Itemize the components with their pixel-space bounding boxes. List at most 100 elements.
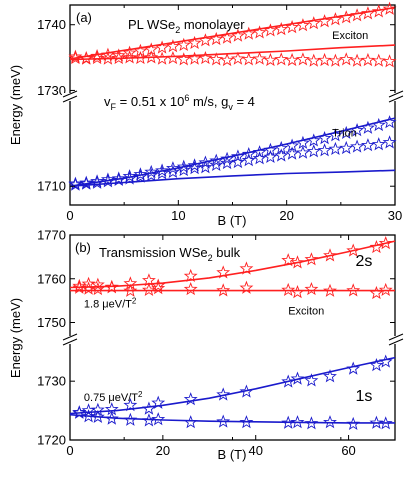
data-point xyxy=(187,51,202,65)
data-point xyxy=(369,239,384,254)
data-point xyxy=(382,115,397,129)
data-point xyxy=(378,354,393,368)
data-point xyxy=(378,236,393,250)
panel-a-xtick-label-0: 0 xyxy=(66,208,73,223)
data-point xyxy=(111,50,126,65)
data-point xyxy=(123,412,138,426)
data-point xyxy=(209,31,224,46)
data-point xyxy=(241,26,256,40)
data-point xyxy=(346,361,361,375)
panel-b-ylabel: Energy (meV) xyxy=(8,298,23,378)
data-point xyxy=(382,1,397,15)
data-point xyxy=(90,48,105,63)
data-point xyxy=(290,285,305,299)
data-point xyxy=(122,50,137,64)
data-point xyxy=(68,177,83,191)
data-point xyxy=(239,280,254,294)
panel-a-label: (a) xyxy=(76,10,92,25)
panel-b-series-label-1: Exciton xyxy=(288,306,324,318)
data-point xyxy=(81,276,96,290)
data-point xyxy=(230,149,245,163)
data-point xyxy=(90,281,105,296)
ann-g-sub: v xyxy=(228,102,233,112)
data-point xyxy=(165,39,180,53)
data-point xyxy=(382,54,397,68)
data-point xyxy=(144,164,159,179)
panel-b-series-label-2: 1s xyxy=(356,388,373,405)
panel-b-break-mark-right-2 xyxy=(388,338,404,346)
data-point xyxy=(239,261,254,275)
data-point xyxy=(369,415,384,429)
panel-b-ytick-label-0: 1720 xyxy=(37,433,66,448)
data-point xyxy=(133,169,148,183)
data-point xyxy=(133,50,148,65)
data-point xyxy=(323,248,337,262)
data-point xyxy=(241,147,256,161)
data-point xyxy=(252,151,267,165)
data-point xyxy=(304,252,319,266)
data-point xyxy=(263,23,278,37)
data-point xyxy=(274,22,289,36)
panel-b-series-label-0: 2s xyxy=(356,253,373,270)
panel-b-xtick-label-2: 40 xyxy=(248,443,262,458)
data-point xyxy=(155,163,170,177)
data-point xyxy=(79,50,94,65)
data-point xyxy=(111,48,126,62)
data-point xyxy=(306,144,321,158)
data-point xyxy=(328,141,343,156)
data-point xyxy=(350,8,365,22)
coef-unit: eV/T xyxy=(109,299,133,311)
data-point xyxy=(187,161,202,175)
panel-a-xlabel: B (T) xyxy=(218,213,247,228)
panel-a-fit-3 xyxy=(69,169,396,187)
data-point xyxy=(183,268,198,283)
data-point xyxy=(241,52,256,66)
coef-unit: eV/T xyxy=(115,392,139,404)
data-point xyxy=(378,416,393,430)
data-point xyxy=(371,4,386,18)
data-point xyxy=(141,282,156,297)
data-point xyxy=(328,53,343,67)
data-point xyxy=(290,255,305,269)
data-point xyxy=(72,278,87,293)
panel-a-series-1 xyxy=(68,50,397,68)
data-point xyxy=(122,171,137,185)
data-point xyxy=(220,30,235,44)
data-point xyxy=(290,415,305,429)
data-point xyxy=(151,278,166,292)
data-point xyxy=(360,6,375,20)
panel-a-break-mark-right-2 xyxy=(388,95,404,103)
ann-v: v xyxy=(104,94,111,109)
data-point xyxy=(176,52,191,66)
panel-a-ytick-label-1: 1730 xyxy=(37,83,66,98)
panel-a-ylabel: Energy (meV) xyxy=(8,65,23,145)
data-point xyxy=(100,51,115,65)
coef-sup: 2 xyxy=(132,297,137,306)
data-point xyxy=(263,142,278,156)
panel-a-ytick-label-2: 1740 xyxy=(37,17,66,32)
coef-mu: μ xyxy=(102,299,108,311)
panel-b-fit-2 xyxy=(69,356,396,415)
data-point xyxy=(371,117,386,132)
data-point xyxy=(104,411,119,425)
data-point xyxy=(339,52,354,66)
data-point xyxy=(339,125,354,140)
panel-a-series-0 xyxy=(68,1,397,65)
data-point xyxy=(72,405,87,419)
data-point xyxy=(144,168,159,182)
data-point xyxy=(104,279,119,293)
data-point xyxy=(220,155,235,170)
data-point xyxy=(198,155,213,169)
panel-a-break-mask-left xyxy=(62,93,78,101)
panel-b-xtick-label-3: 60 xyxy=(341,443,355,458)
data-point xyxy=(68,49,83,63)
panel-b-break-mask-right xyxy=(388,336,404,344)
data-point xyxy=(360,120,375,134)
panel-a-break-mark-left-1 xyxy=(62,90,78,98)
data-point xyxy=(281,253,296,267)
panel-b-title-main: Transmission WSe xyxy=(99,245,208,260)
panel-a-series-label-0: Exciton xyxy=(332,30,368,42)
data-point xyxy=(220,151,235,165)
data-point xyxy=(176,162,191,177)
data-point xyxy=(304,281,319,296)
